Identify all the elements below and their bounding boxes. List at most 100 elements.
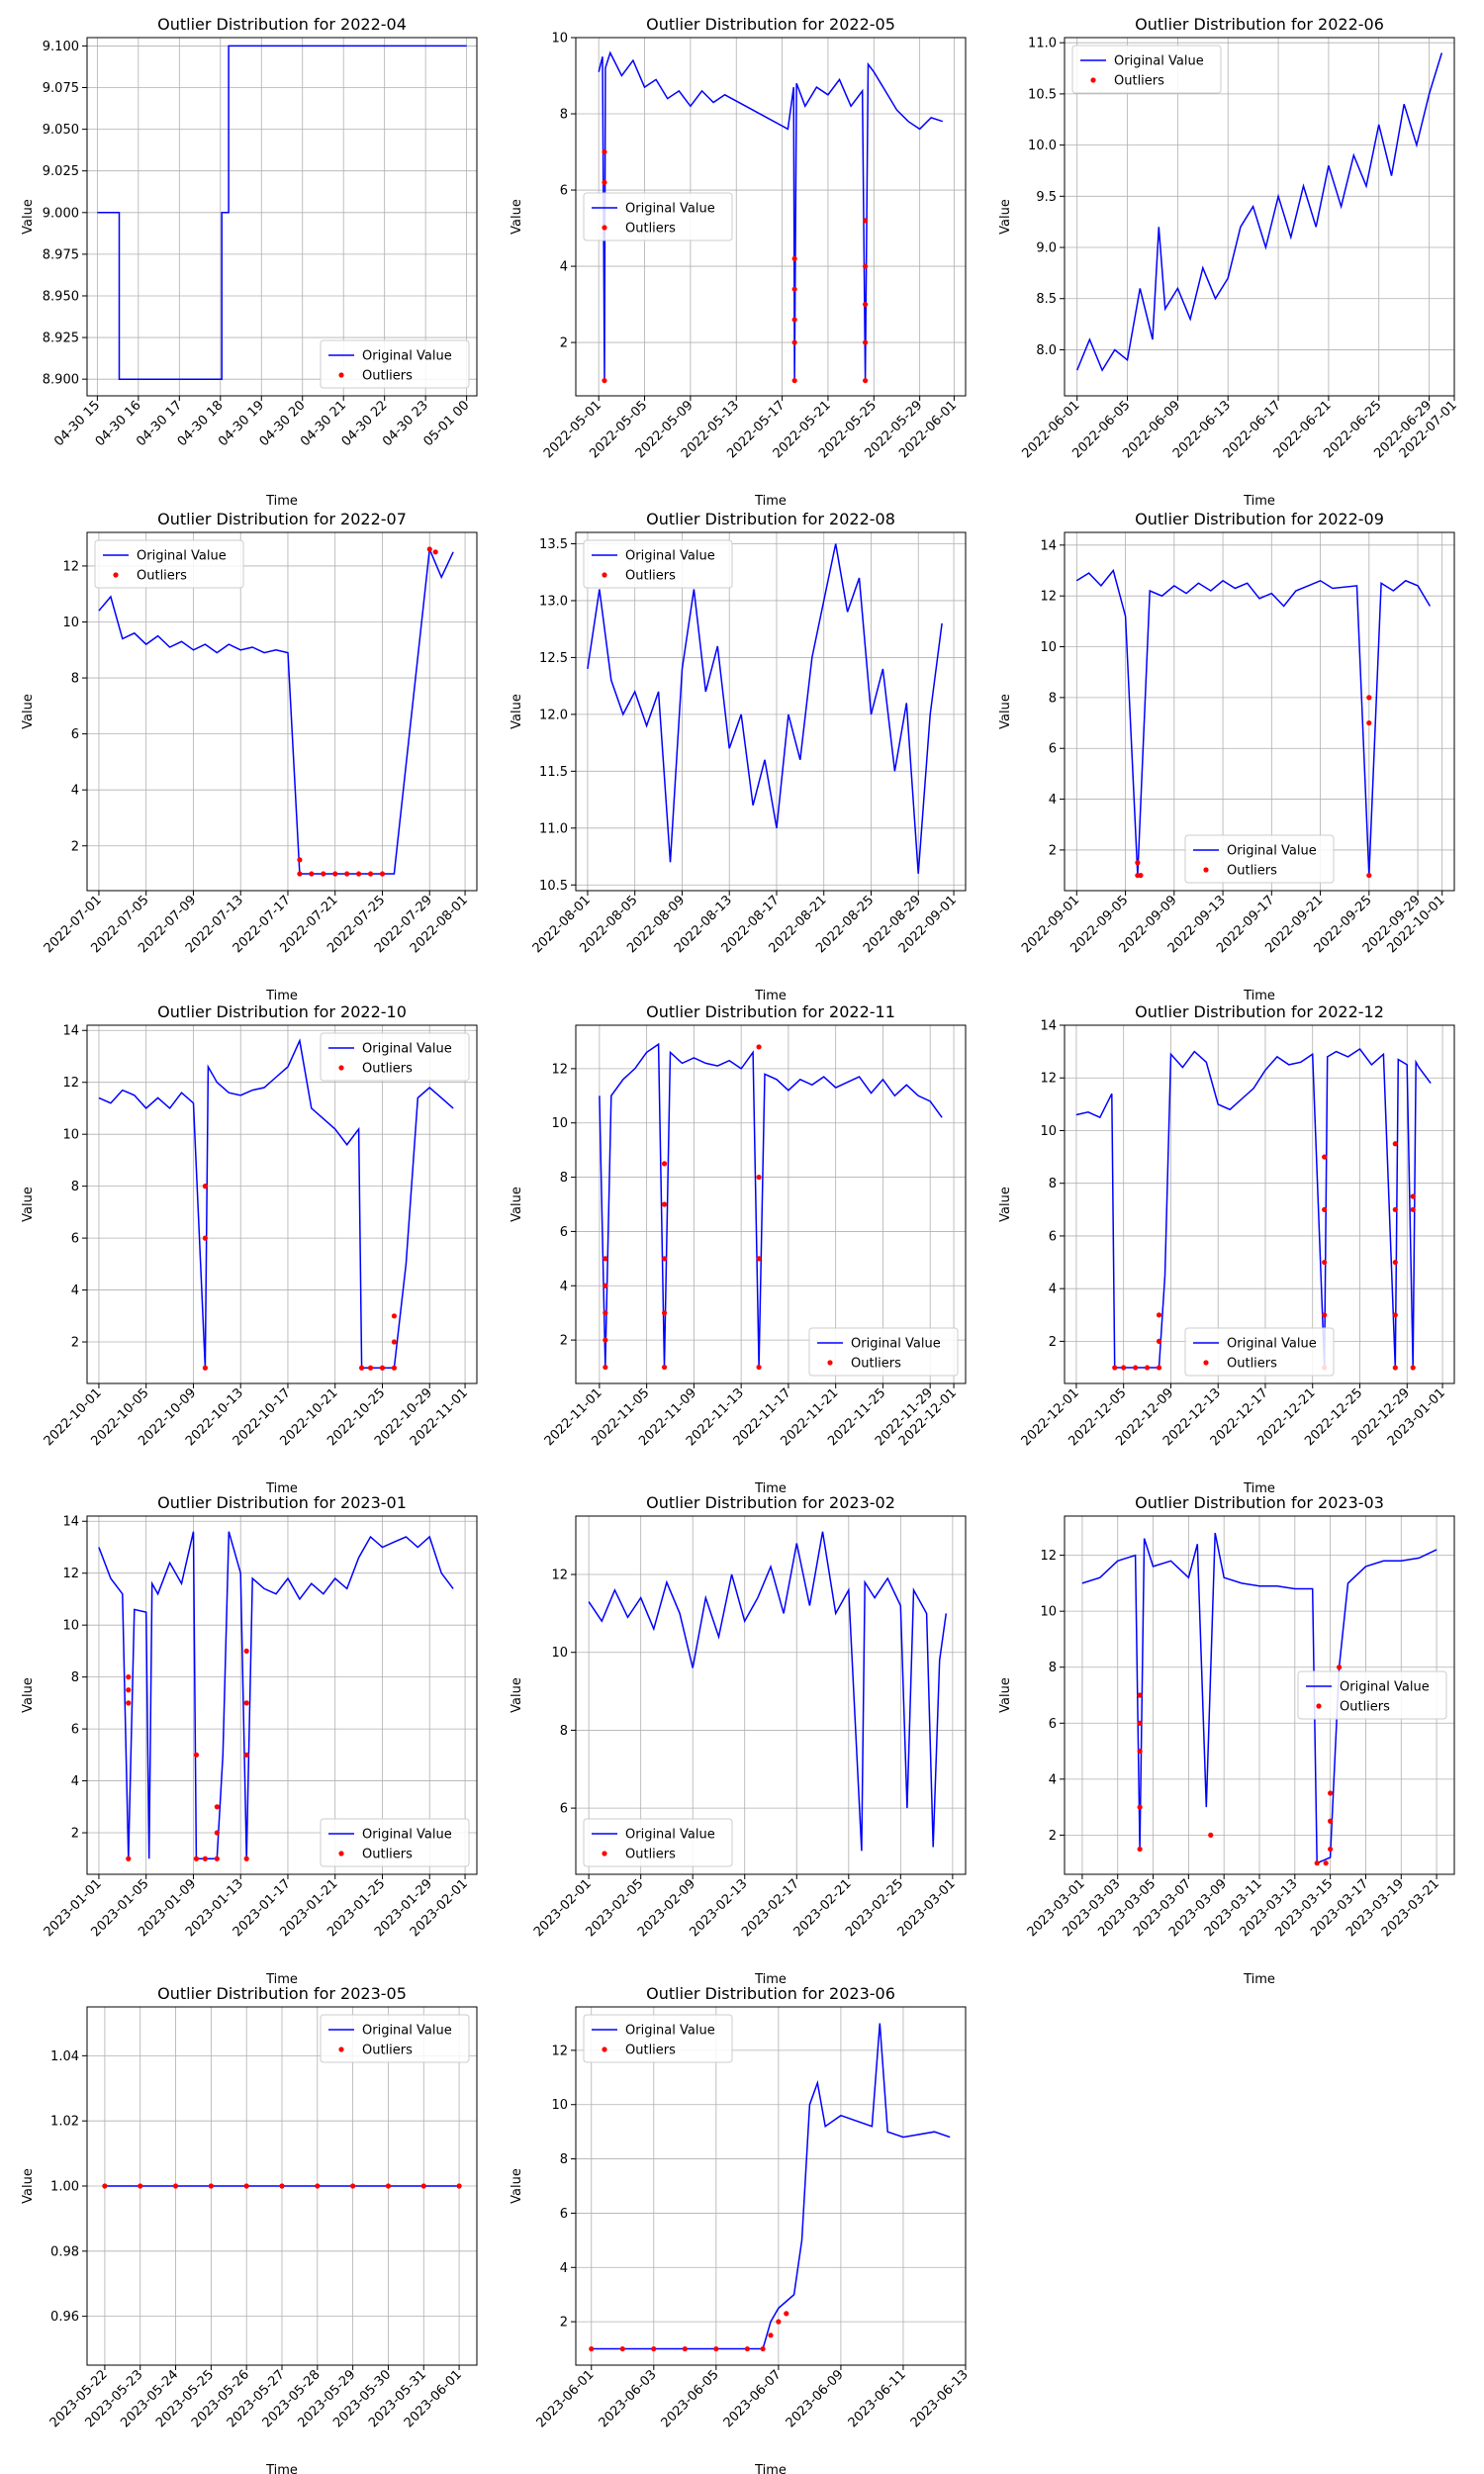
outlier-point — [1121, 1365, 1127, 1371]
chart-title: Outlier Distribution for 2022-10 — [157, 1002, 407, 1021]
outlier-point — [602, 148, 607, 155]
y-tick-label: 2 — [71, 1336, 79, 1351]
legend-label-original-value: Original Value — [1340, 1680, 1430, 1695]
x-axis-label: Time — [754, 989, 787, 1003]
outlier-point — [661, 1364, 668, 1371]
y-tick-label: 8 — [1049, 691, 1057, 706]
x-axis-label: Time — [754, 494, 787, 509]
outlier-point — [1137, 1804, 1143, 1810]
y-axis-label: Value — [21, 694, 36, 729]
y-tick-label: 9.075 — [43, 81, 79, 96]
y-tick-label: 6 — [560, 1802, 568, 1817]
legend: Original Value Outliers — [583, 192, 733, 241]
legend-outlier-swatch — [113, 572, 119, 578]
legend-outlier-swatch — [602, 572, 607, 578]
outlier-point — [1322, 1154, 1328, 1160]
y-tick-label: 6 — [1049, 742, 1057, 757]
axes-frame — [1064, 531, 1455, 892]
x-axis-label: Time — [754, 1972, 787, 1987]
outlier-point — [1392, 1206, 1398, 1212]
outlier-point — [1366, 719, 1372, 726]
legend: Original Value Outliers — [1297, 1670, 1447, 1720]
outlier-point — [172, 2183, 179, 2189]
y-tick-label: 2 — [1049, 1335, 1057, 1350]
outlier-point — [1392, 1259, 1398, 1266]
legend-outlier-swatch — [827, 1360, 833, 1366]
legend-label-outliers: Outliers — [625, 222, 676, 237]
x-tick-label: 05-01 00 — [421, 398, 473, 449]
outlier-point — [768, 2332, 774, 2338]
outlier-point — [208, 2183, 214, 2189]
x-tick-label: 2023-06-05 — [659, 2367, 722, 2430]
outlier-point — [1156, 1338, 1162, 1345]
legend-box — [320, 1818, 470, 1867]
y-tick-label: 4 — [1049, 1283, 1057, 1297]
chart-title: Outlier Distribution for 2022-05 — [646, 15, 895, 34]
outlier-point — [391, 1365, 398, 1371]
legend-box — [808, 1327, 959, 1377]
x-tick-label: 2023-06-13 — [908, 2367, 972, 2430]
outlier-point — [661, 1201, 668, 1207]
chart-title: Outlier Distribution for 2022-06 — [1135, 15, 1384, 34]
legend-label-original-value: Original Value — [362, 349, 452, 364]
outlier-point — [1135, 860, 1141, 866]
outlier-point — [1328, 1790, 1334, 1796]
outlier-point — [214, 1830, 220, 1836]
y-tick-label: 8 — [1049, 1661, 1057, 1675]
outlier-point — [791, 339, 797, 345]
legend: Original Value Outliers — [583, 1818, 733, 1867]
outlier-point — [379, 1365, 386, 1371]
outlier-point — [791, 377, 797, 384]
y-tick-label: 1.00 — [50, 2180, 79, 2195]
outlier-point — [214, 1804, 220, 1810]
y-axis-label: Value — [998, 199, 1013, 235]
outlier-point — [1410, 1206, 1416, 1212]
legend-outlier-swatch — [338, 1065, 344, 1071]
y-tick-label: 4 — [1049, 793, 1057, 808]
legend-label-outliers: Outliers — [625, 2044, 676, 2058]
y-tick-label: 14 — [62, 1024, 79, 1039]
y-tick-label: 12 — [551, 1062, 568, 1077]
outlier-point — [243, 1752, 249, 1758]
legend-box — [320, 2014, 470, 2063]
x-axis-label: Time — [265, 494, 298, 509]
outlier-point — [760, 2345, 766, 2352]
outlier-point — [332, 871, 338, 877]
outlier-point — [391, 1313, 398, 1319]
y-axis-label: Value — [21, 199, 36, 235]
legend-box — [320, 339, 470, 389]
outlier-point — [1392, 1312, 1398, 1318]
outlier-point — [1138, 872, 1144, 879]
y-tick-label: 8.5 — [1036, 292, 1057, 307]
outlier-point — [193, 1752, 200, 1758]
y-axis-label: Value — [510, 694, 524, 729]
legend: Original Value Outliers — [320, 1032, 470, 1082]
y-tick-label: 12 — [62, 1076, 79, 1091]
y-tick-label: 12 — [551, 1569, 568, 1583]
outlier-point — [202, 1235, 208, 1241]
y-axis-label: Value — [998, 694, 1013, 729]
outlier-point — [602, 377, 607, 384]
outlier-point — [350, 2183, 356, 2189]
axes-frame — [1064, 37, 1455, 397]
y-tick-label: 8.900 — [43, 373, 79, 388]
outlier-point — [391, 1339, 398, 1345]
outlier-point — [661, 1310, 668, 1316]
y-tick-label: 4 — [71, 1774, 79, 1789]
legend-outlier-swatch — [602, 1851, 607, 1856]
y-tick-label: 12.0 — [539, 708, 568, 722]
outlier-point — [756, 1364, 762, 1371]
y-tick-label: 13.5 — [539, 537, 568, 552]
outlier-point — [791, 286, 797, 292]
y-tick-label: 8 — [560, 108, 568, 123]
y-axis-label: Value — [21, 2168, 36, 2204]
legend-label-outliers: Outliers — [362, 369, 413, 384]
outlier-point — [1314, 1860, 1320, 1866]
y-tick-label: 6 — [560, 1225, 568, 1240]
y-tick-label: 9.025 — [43, 164, 79, 179]
legend: Original Value Outliers — [583, 2014, 733, 2063]
outlier-point — [1323, 1860, 1329, 1866]
legend-outlier-swatch — [602, 2046, 607, 2052]
outlier-point — [126, 1700, 132, 1706]
chart-title: Outlier Distribution for 2022-11 — [646, 1002, 895, 1021]
